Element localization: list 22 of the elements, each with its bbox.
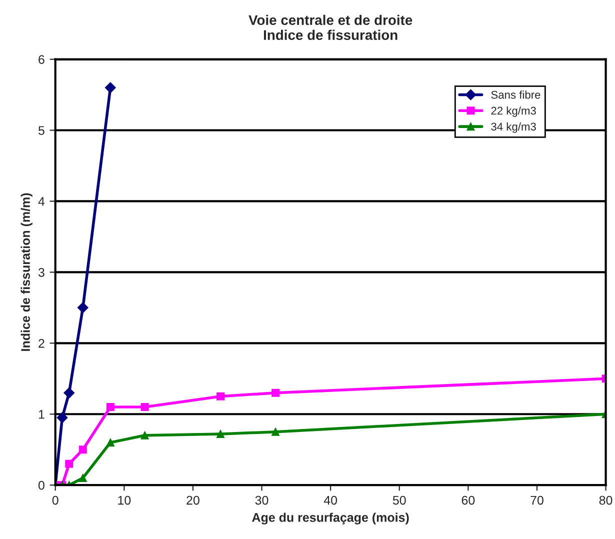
y-tick-label: 2 <box>38 338 44 348</box>
x-tick-label: 40 <box>324 496 338 505</box>
y-tick-label: 3 <box>38 268 44 277</box>
x-tick-label: 30 <box>255 496 268 505</box>
y-axis-title: Indice de fissuration (m/m) <box>20 193 32 351</box>
x-tick-label: 60 <box>462 496 475 505</box>
y-tick-label: 6 <box>38 55 44 64</box>
x-tick-label: 70 <box>530 496 544 505</box>
chart-title: Voie centrale et de droite Indice de fissuration <box>248 14 412 40</box>
legend-label: 34 kg/m3 <box>491 122 536 133</box>
legend-label: Sans fibre <box>491 90 540 99</box>
y-tick-label: 0 <box>38 480 44 490</box>
x-tick-label: 80 <box>599 496 612 505</box>
x-tick-label: 20 <box>186 496 200 505</box>
y-tick-label: 4 <box>38 197 45 206</box>
x-tick-label: 0 <box>52 496 58 505</box>
x-tick-label: 10 <box>118 496 131 505</box>
x-axis-title: Age du resurfaçage (mois) <box>252 512 409 524</box>
y-tick-label: 5 <box>38 126 44 135</box>
legend-label: 22 kg/m3 <box>491 106 536 117</box>
y-tick-label: 1 <box>38 410 44 419</box>
x-tick-label: 50 <box>392 496 406 505</box>
